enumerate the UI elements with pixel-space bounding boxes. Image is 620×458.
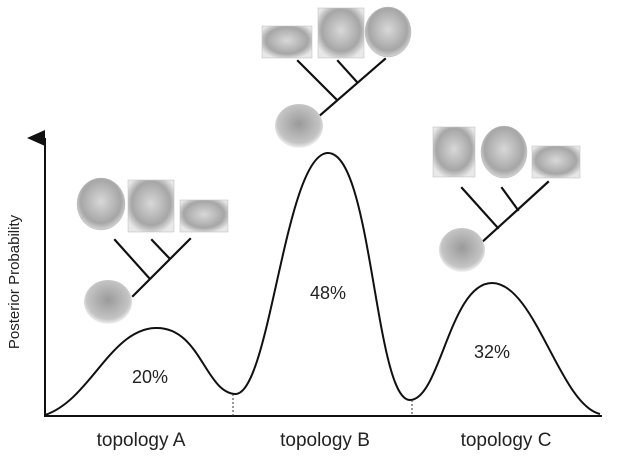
y-axis-label: Posterior Probability [6,214,23,349]
probability-label: 48% [310,283,346,303]
tree-a [77,178,228,324]
topology-label: topology B [280,430,370,451]
orangutan-face [275,104,323,148]
topology-label: topology A [97,430,186,451]
probability-label: 20% [132,367,168,387]
human-face [433,127,475,177]
chimp-face [481,126,527,178]
gorilla-face [532,146,580,178]
tree-b [262,7,411,148]
chimp-face [365,7,411,57]
orangutan-face [84,280,132,324]
gorilla-face [180,200,228,232]
topology-label: topology C [461,430,552,451]
diagram: Posterior Probability 20% 48% 32% topolo… [0,0,620,458]
orangutan-face [439,228,485,272]
human-face [128,180,174,232]
chimp-face [77,178,125,230]
gorilla-face [262,26,312,58]
human-face [318,8,364,58]
tree-c [433,126,580,272]
probability-label: 32% [474,342,510,362]
